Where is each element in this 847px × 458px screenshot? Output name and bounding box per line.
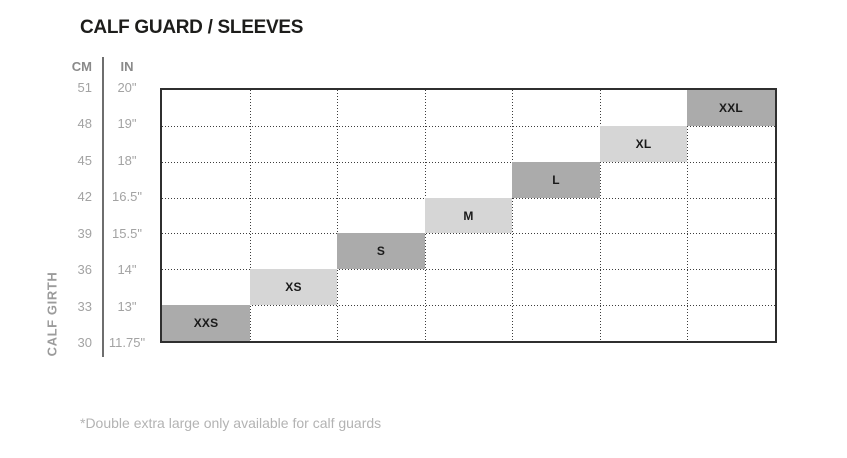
- size-chart-grid: XXS XS S M L XL XXL: [160, 88, 777, 343]
- in-tick-label: 11.75": [108, 335, 146, 350]
- grid-vline: [600, 90, 601, 341]
- in-column-header: IN: [120, 59, 134, 74]
- grid-hline: [162, 233, 775, 234]
- axis-divider-line: [102, 57, 104, 357]
- cm-tick-label: 39: [77, 226, 92, 241]
- size-cell-l: L: [512, 162, 600, 198]
- grid-vline: [512, 90, 513, 341]
- grid-hline: [162, 305, 775, 306]
- size-cell-label: M: [463, 208, 474, 223]
- grid-hline: [162, 162, 775, 163]
- size-cell-xxl: XXL: [687, 90, 775, 126]
- grid-vline: [250, 90, 251, 341]
- cm-tick-label: 45: [77, 153, 92, 168]
- size-cell-label: XL: [635, 137, 652, 151]
- size-cell-label: XS: [285, 280, 302, 294]
- cm-tick-label: 48: [77, 116, 92, 131]
- size-cell-s: S: [337, 233, 425, 269]
- grid-vline: [687, 90, 688, 341]
- size-cell-label: XXS: [193, 316, 219, 330]
- cm-tick-label: 36: [77, 262, 92, 277]
- size-cell-xs: XS: [250, 269, 337, 305]
- cm-tick-label: 33: [77, 299, 92, 314]
- size-cell-xxs: XXS: [162, 305, 250, 341]
- in-tick-label: 16.5": [112, 189, 142, 204]
- in-tick-label: 18": [117, 153, 137, 168]
- grid-vline: [337, 90, 338, 341]
- in-tick-label: 13": [117, 299, 137, 314]
- cm-tick-label: 42: [77, 189, 92, 204]
- cm-tick-label: 51: [77, 80, 92, 95]
- size-cell-label: XXL: [719, 101, 743, 115]
- size-cell-label: L: [552, 173, 560, 187]
- size-cell-label: S: [376, 244, 386, 258]
- in-tick-label: 19": [117, 116, 137, 131]
- grid-hline: [162, 126, 775, 127]
- size-cell-m: M: [425, 198, 512, 233]
- in-tick-label: 14": [117, 262, 137, 277]
- in-tick-label: 20": [117, 80, 137, 95]
- grid-hline: [162, 269, 775, 270]
- in-tick-label: 15.5": [112, 226, 142, 241]
- page-title: CALF GUARD / SLEEVES: [80, 17, 304, 38]
- size-cell-xl: XL: [600, 126, 687, 162]
- cm-tick-label: 30: [77, 335, 92, 350]
- footnote: *Double extra large only available for c…: [80, 415, 382, 431]
- cm-column-header: CM: [71, 59, 92, 74]
